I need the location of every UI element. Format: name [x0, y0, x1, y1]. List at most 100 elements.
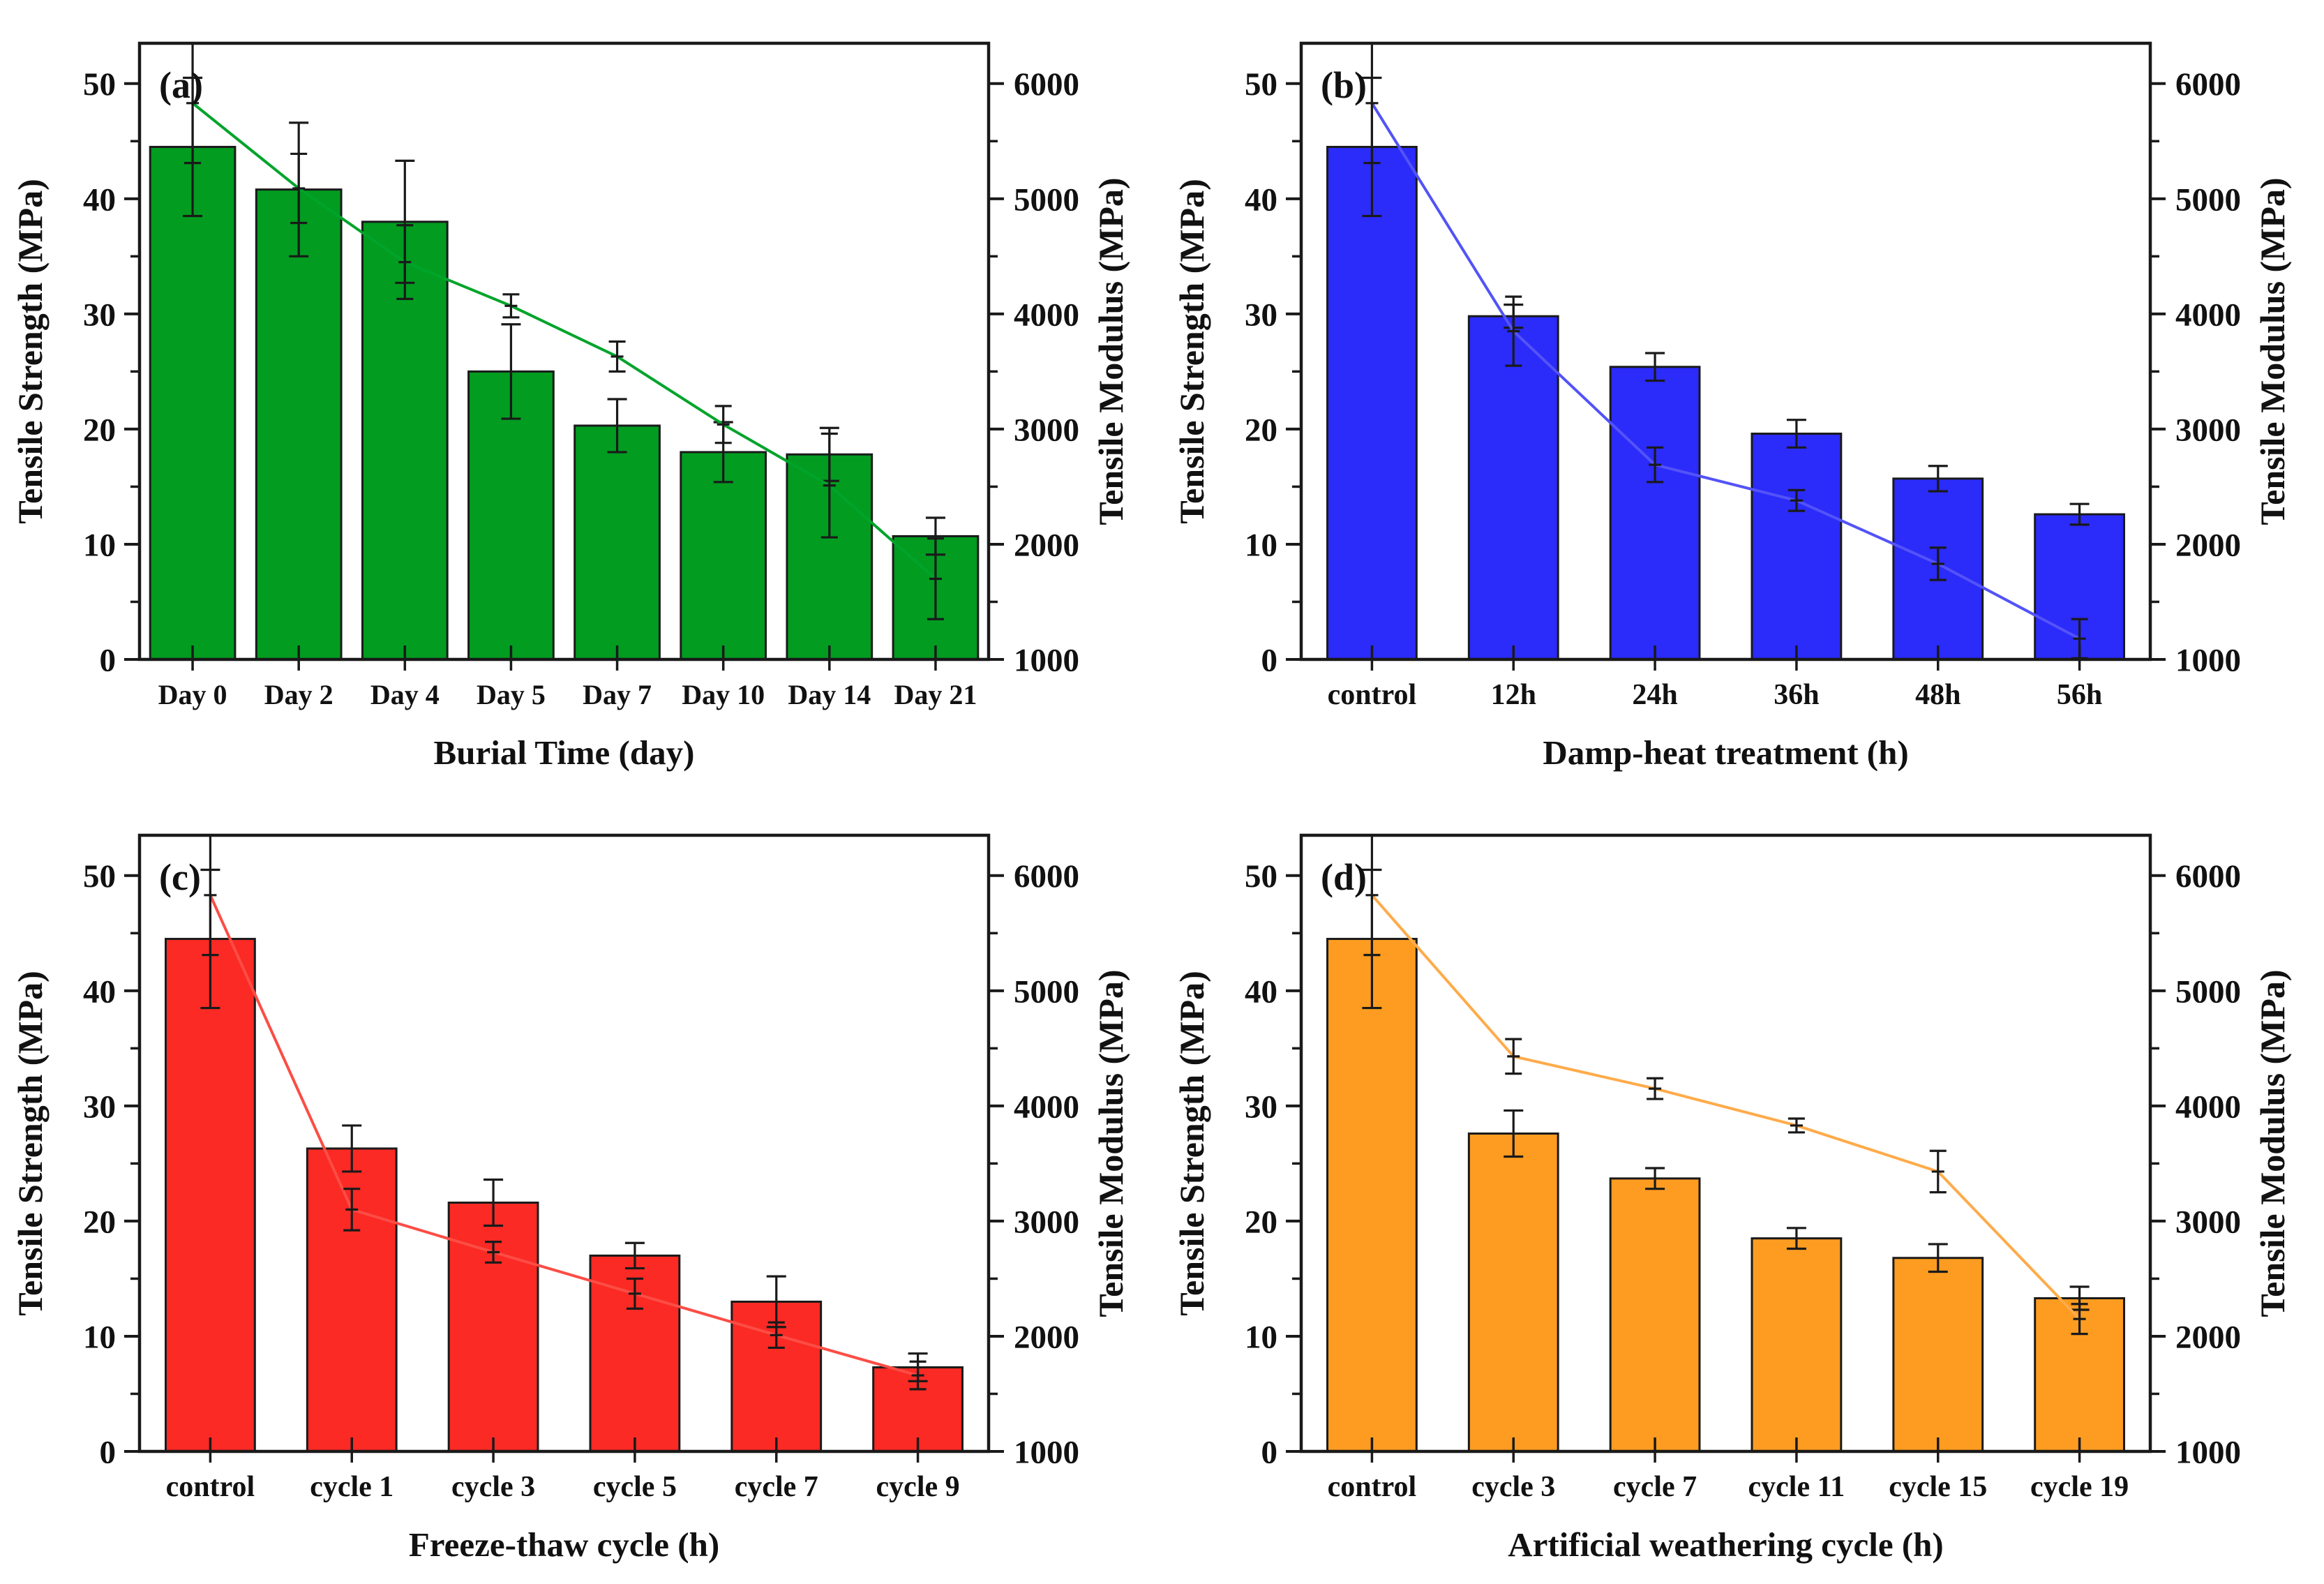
strength-error-bar	[1928, 1243, 1948, 1273]
left-tick-label: 30	[83, 1089, 116, 1125]
right-tick-label: 2000	[1014, 1319, 1079, 1355]
panel-letter: (d)	[1321, 856, 1367, 898]
right-tick-label: 6000	[2175, 858, 2241, 895]
modulus-line	[1370, 894, 2081, 1320]
right-axis-title: Tensile Modulus (MPa)	[1091, 969, 1130, 1317]
modulus-error-bar	[502, 293, 520, 319]
left-tick-label: 0	[100, 642, 117, 678]
bar	[1326, 938, 1418, 1453]
left-tick-label: 40	[83, 973, 116, 1010]
strength-error-bar	[1928, 465, 1948, 493]
strength-error-bar	[1645, 1167, 1665, 1190]
left-tick-label: 50	[83, 858, 116, 895]
modulus-error-bar	[927, 537, 944, 620]
burial-time-chart: 0 10 20 30 40 50 1000 2000 3000 4000 5000 6000 Day 0…	[10, 41, 1130, 772]
bar	[165, 938, 256, 1453]
bar	[1751, 433, 1843, 661]
right-tick-label: 5000	[2175, 181, 2241, 218]
strength-error-bar	[342, 1124, 362, 1173]
bar	[1892, 1257, 1984, 1453]
left-tick-label: 50	[83, 66, 116, 103]
bar	[447, 1201, 539, 1453]
left-tick-label: 20	[1245, 412, 1277, 448]
left-tick-label: 0	[1261, 642, 1278, 678]
right-tick-label: 5000	[1014, 181, 1079, 218]
modulus-line	[1370, 102, 2081, 641]
panel-a-burial-time: 0 10 20 30 40 50 1000 2000 3000 4000 5000 6000 Day 0…	[0, 0, 1162, 792]
bar	[1326, 146, 1418, 661]
plot-frame	[137, 41, 991, 662]
panel-letter: (b)	[1321, 64, 1367, 106]
right-axis-title: Tensile Modulus (MPa)	[1091, 177, 1130, 525]
x-category-label: cycle 3	[451, 1471, 535, 1503]
strength-error-bar	[624, 1241, 645, 1270]
left-axis-title: Tensile Strength (MPa)	[1172, 971, 1211, 1315]
right-tick-label: 4000	[1014, 297, 1079, 333]
plot-frame	[137, 833, 991, 1454]
modulus-error-bar	[1647, 446, 1664, 484]
strength-error-bar	[1786, 419, 1806, 449]
modulus-error-bar	[820, 432, 838, 539]
x-category-label: cycle 9	[876, 1471, 960, 1503]
x-category-label: cycle 11	[1748, 1471, 1845, 1503]
x-category-label: cycle 5	[593, 1471, 677, 1503]
modulus-error-bar	[608, 340, 626, 373]
x-category-label: Day 0	[158, 679, 227, 710]
panel-letter: (a)	[159, 64, 203, 106]
x-category-label: 36h	[1774, 679, 1819, 711]
bar	[573, 424, 661, 661]
bar	[1609, 1177, 1701, 1453]
artificial-weathering-chart: 0 10 20 30 40 50 1000 2000 3000 4000 5000 6000 contr…	[1172, 833, 2292, 1564]
right-tick-label: 2000	[1014, 527, 1079, 563]
x-category-label: control	[1328, 679, 1417, 711]
modulus-error-bar	[396, 224, 414, 301]
left-tick-label: 20	[83, 1204, 116, 1240]
right-tick-label: 1000	[1014, 1434, 1079, 1470]
left-axis-title: Tensile Strength (MPa)	[10, 179, 50, 523]
left-tick-label: 0	[100, 1434, 117, 1470]
strength-error-bar	[501, 323, 521, 420]
modulus-error-bar	[626, 1277, 643, 1310]
right-tick-label: 4000	[2175, 297, 2241, 333]
x-category-label: Day 10	[682, 679, 765, 710]
left-tick-label: 10	[1245, 1319, 1277, 1355]
bar	[1609, 366, 1701, 661]
modulus-error-bar	[343, 1188, 361, 1232]
strength-error-bar	[483, 1178, 504, 1227]
panel-c-freeze-thaw: 0 10 20 30 40 50 1000 2000 3000 4000 5000 6000 contr…	[0, 792, 1162, 1584]
modulus-error-bar	[290, 152, 308, 225]
x-category-label: cycle 7	[1613, 1471, 1697, 1503]
x-category-label: control	[1328, 1471, 1417, 1503]
right-tick-label: 3000	[2175, 1204, 2241, 1240]
right-tick-label: 6000	[1014, 66, 1079, 103]
strength-error-bar	[1786, 1227, 1806, 1250]
x-axis-title: Freeze-thaw cycle (h)	[409, 1525, 719, 1564]
right-tick-label: 6000	[1014, 858, 1079, 895]
right-tick-label: 2000	[2175, 527, 2241, 563]
strength-error-bar	[1504, 1109, 1524, 1158]
left-tick-label: 40	[1245, 973, 1277, 1010]
x-category-label: cycle 15	[1889, 1471, 1987, 1503]
modulus-error-bar	[485, 1241, 502, 1264]
modulus-error-bar	[909, 1360, 927, 1391]
right-tick-label: 1000	[2175, 1434, 2241, 1470]
modulus-error-bar	[1787, 1117, 1805, 1134]
x-category-label: Day 4	[370, 679, 440, 710]
x-category-label: Day 7	[583, 679, 652, 710]
panel-letter: (c)	[159, 856, 201, 898]
x-category-label: 48h	[1915, 679, 1961, 711]
modulus-line	[209, 895, 919, 1377]
x-axis-title: Burial Time (day)	[434, 733, 695, 772]
modulus-line	[191, 102, 937, 580]
x-category-label: Day 5	[477, 679, 546, 710]
left-tick-label: 10	[83, 1319, 116, 1355]
damp-heat-chart: 0 10 20 30 40 50 1000 2000 3000 4000 5000 6000 contr…	[1172, 41, 2292, 772]
bar	[255, 188, 343, 661]
x-category-label: control	[166, 1471, 255, 1503]
left-tick-label: 50	[1245, 66, 1277, 103]
modulus-error-bar	[767, 1321, 785, 1350]
modulus-error-bar	[1505, 1038, 1522, 1075]
x-category-label: Day 2	[264, 679, 333, 710]
right-tick-label: 1000	[1014, 642, 1079, 678]
